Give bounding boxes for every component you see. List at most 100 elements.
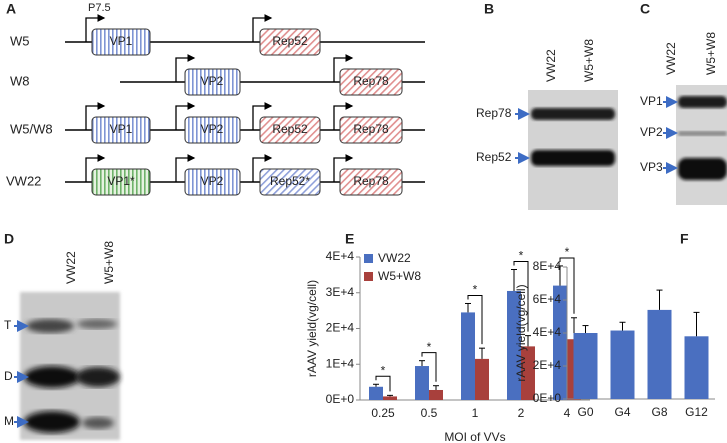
x-tick-label: G12 — [685, 405, 708, 419]
bar — [684, 336, 709, 399]
x-tick-label: 1 — [472, 406, 479, 420]
blot-band — [24, 366, 80, 388]
gene-box — [91, 28, 151, 56]
x-tick-label: 2 — [518, 406, 525, 420]
band-label: M — [4, 414, 14, 428]
gene-label: Rep78 — [353, 74, 389, 88]
bar — [507, 290, 521, 400]
gene-box — [339, 168, 403, 196]
band-label: Rep78 — [476, 106, 512, 120]
y-tick-label: 1E+4 — [326, 356, 355, 370]
gene-box — [91, 168, 151, 196]
gene-label: Rep52 — [272, 122, 308, 136]
x-tick-label: 4 — [564, 406, 571, 420]
promoter-arrow — [333, 54, 354, 82]
legend-swatch — [364, 272, 373, 281]
gene-box — [91, 116, 151, 144]
x-axis-label: MOI of VVs — [444, 430, 505, 443]
panel-a: A P7.5 W5 VP1 Rep52 W8 VP2 Rep78 W5/W8 V… — [6, 1, 425, 196]
band-label: Rep52 — [476, 150, 512, 164]
gene-box — [339, 116, 403, 144]
y-tick-label: 6E+4 — [533, 292, 562, 306]
gene-box — [184, 68, 241, 96]
gene-box — [339, 68, 403, 96]
promoter-arrow — [175, 54, 196, 82]
significance-bracket — [421, 352, 437, 382]
y-tick-label: 4E+4 — [533, 325, 562, 339]
blot-band — [678, 158, 727, 180]
gene-box — [184, 168, 241, 196]
panel-letter: A — [6, 1, 16, 17]
promoter-arrow — [85, 14, 106, 42]
bar — [610, 330, 635, 399]
bar — [369, 386, 383, 400]
significance-bracket — [513, 261, 529, 332]
promoter-arrow — [333, 102, 354, 130]
x-tick-label: G8 — [651, 405, 667, 419]
legend-label: VW22 — [378, 251, 411, 265]
gene-label: Rep52 — [272, 34, 308, 48]
significance-bracket — [559, 257, 575, 314]
y-tick-label: 2E+4 — [326, 321, 355, 335]
bar — [521, 346, 535, 400]
promoter-arrow — [175, 154, 196, 182]
blot-band — [77, 319, 117, 329]
panel-b: B VW22 W5+W8 Rep78 Rep52 — [476, 1, 618, 210]
panel-letter: D — [4, 231, 14, 247]
gene-label: VP2 — [201, 74, 224, 88]
lane-label: W5+W8 — [704, 32, 718, 75]
band-label: VP1 — [640, 94, 663, 108]
gene-box — [184, 116, 241, 144]
y-tick-label: 4E+4 — [326, 249, 355, 263]
blot-band — [26, 319, 74, 333]
gene-label: VP1* — [107, 174, 135, 188]
lane-label: VW22 — [664, 42, 678, 75]
promoter-arrow — [175, 102, 196, 130]
gene-box — [259, 168, 321, 196]
panel-letter: F — [680, 231, 689, 247]
lane-label: VW22 — [64, 251, 78, 284]
gene-label: Rep78 — [353, 174, 389, 188]
bar — [383, 396, 397, 400]
gene-label: Rep78 — [353, 122, 389, 136]
band-label: VP2 — [640, 125, 663, 139]
blot-band — [24, 411, 80, 433]
significance-bracket — [375, 375, 391, 392]
blot-band — [678, 131, 727, 136]
band-label: VP3 — [640, 160, 663, 174]
bar — [429, 389, 443, 400]
promoter-arrow — [252, 102, 273, 130]
lane-label: W5+W8 — [102, 241, 116, 284]
bar — [415, 366, 429, 400]
y-tick-label: 2E+4 — [533, 358, 562, 372]
promoter-arrow — [252, 14, 273, 42]
y-axis-label: rAAV yield(vg/cell) — [514, 284, 528, 381]
blot-band — [82, 417, 114, 429]
x-tick-label: G4 — [614, 405, 630, 419]
lane-label: W5+W8 — [582, 39, 596, 82]
row-name: W8 — [10, 73, 30, 88]
promoter-arrow — [252, 154, 273, 182]
bar — [573, 333, 598, 399]
y-tick-label: 3E+4 — [326, 285, 355, 299]
gene-label: VP2 — [201, 122, 224, 136]
y-tick-label: 0E+0 — [326, 392, 355, 406]
gene-label: VP1 — [110, 34, 133, 48]
gene-label: VP2 — [201, 174, 224, 188]
bar — [475, 358, 489, 400]
x-tick-label: 0.5 — [421, 406, 438, 420]
significance-bracket — [467, 294, 483, 345]
panel-letter: B — [484, 1, 494, 17]
significance-label: * — [565, 245, 570, 259]
y-tick-label: 0E+0 — [533, 391, 562, 405]
blot-band — [531, 150, 615, 166]
blot-band — [678, 96, 727, 108]
blot-band — [76, 367, 120, 387]
bar — [553, 285, 567, 400]
y-tick-label: 8E+4 — [533, 259, 562, 273]
significance-label: * — [427, 340, 432, 354]
row-name: W5 — [10, 33, 30, 48]
row-name: VW22 — [6, 173, 41, 188]
significance-label: * — [381, 363, 386, 377]
